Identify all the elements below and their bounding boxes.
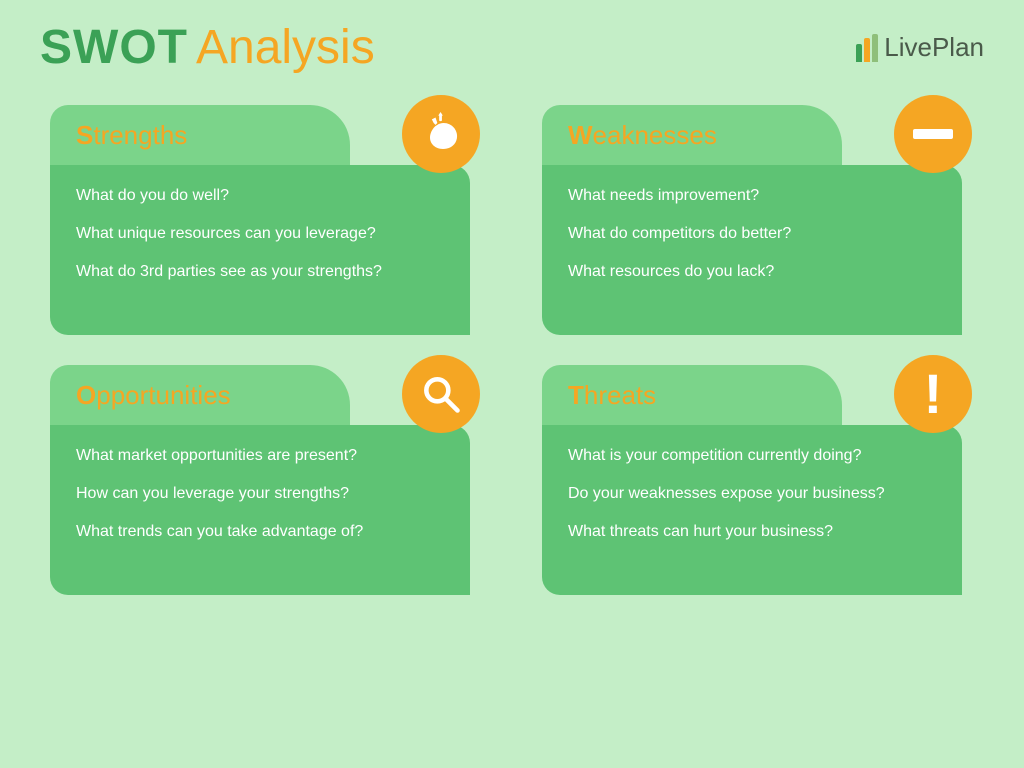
title-part-swot: SWOT [40, 21, 188, 74]
body-threats: What is your competition currently doing… [542, 425, 962, 595]
q-strengths-1: What unique resources can you leverage? [76, 225, 444, 243]
card-threats: Threats ! What is your competition curre… [542, 365, 962, 595]
body-opportunities: What market opportunities are present? H… [50, 425, 470, 595]
q-threats-2: What threats can hurt your business? [568, 523, 936, 541]
q-opportunities-1: How can you leverage your strengths? [76, 485, 444, 503]
swot-grid: Strengths What do you do well? What uniq… [0, 85, 1024, 615]
logo-bar-2 [864, 38, 870, 62]
exclaim-mark: ! [924, 366, 943, 422]
card-weaknesses: Weaknesses What needs improvement? What … [542, 105, 962, 335]
logo-bars-icon [856, 34, 878, 62]
card-opportunities: Opportunities What market opportunities … [50, 365, 470, 595]
tab-strengths: Strengths [50, 105, 350, 165]
logo: LivePlan [856, 32, 984, 63]
label-strengths: Strengths [76, 120, 187, 151]
q-threats-0: What is your competition currently doing… [568, 447, 936, 465]
logo-bar-3 [872, 34, 878, 62]
label-weaknesses: Weaknesses [568, 120, 717, 151]
minus-bar [913, 129, 953, 139]
tab-weaknesses: Weaknesses [542, 105, 842, 165]
tab-opportunities: Opportunities [50, 365, 350, 425]
muscle-icon [402, 95, 480, 173]
q-opportunities-0: What market opportunities are present? [76, 447, 444, 465]
exclaim-icon: ! [894, 355, 972, 433]
label-opportunities: Opportunities [76, 380, 231, 411]
label-threats: Threats [568, 380, 656, 411]
minus-icon [894, 95, 972, 173]
q-weaknesses-2: What resources do you lack? [568, 263, 936, 281]
logo-text: LivePlan [884, 32, 984, 63]
q-strengths-2: What do 3rd parties see as your strength… [76, 263, 444, 281]
body-strengths: What do you do well? What unique resourc… [50, 165, 470, 335]
header: SWOTAnalysis LivePlan [0, 0, 1024, 85]
q-strengths-0: What do you do well? [76, 187, 444, 205]
q-weaknesses-0: What needs improvement? [568, 187, 936, 205]
q-weaknesses-1: What do competitors do better? [568, 225, 936, 243]
magnify-icon [402, 355, 480, 433]
card-strengths: Strengths What do you do well? What uniq… [50, 105, 470, 335]
body-weaknesses: What needs improvement? What do competit… [542, 165, 962, 335]
title-part-analysis: Analysis [196, 21, 375, 74]
page-title: SWOTAnalysis [40, 20, 375, 75]
q-opportunities-2: What trends can you take advantage of? [76, 523, 444, 541]
q-threats-1: Do your weaknesses expose your business? [568, 485, 936, 503]
logo-bar-1 [856, 44, 862, 62]
tab-threats: Threats [542, 365, 842, 425]
